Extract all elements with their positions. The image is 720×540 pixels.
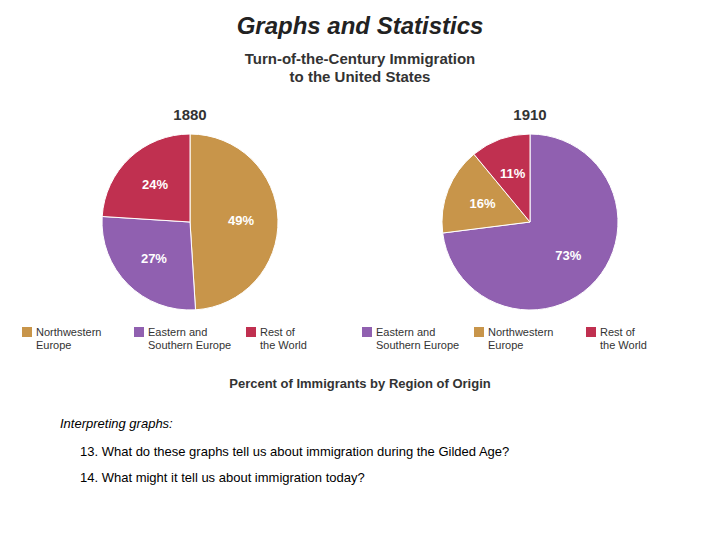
pie-slice [190,134,278,310]
text-line: Eastern and [148,326,207,338]
legend-entry: Rest ofthe World [600,326,647,351]
text-line: Europe [488,339,523,351]
pie-slice [443,134,618,310]
text-line: Europe [36,339,71,351]
data-label: 11% [500,166,526,181]
text-line: Northwestern [36,326,101,338]
pie-slice [102,134,190,222]
legend-entry: NorthwesternEurope [488,326,553,351]
text-line: to the United States [290,68,431,85]
pie-chart: 1880 49% 27% 24% NorthwesternEurope Eastern a… [22,106,307,351]
text-line: the World [260,339,307,351]
annotation: 13. What do these graphs tell us about i… [80,444,509,459]
chart-caption: Percent of Immigrants by Region of Origi… [229,376,491,391]
legend-entry: NorthwesternEurope [36,326,101,351]
text-line: Southern Europe [148,339,231,351]
legend: NorthwesternEurope Eastern andSouthern Eu… [22,326,307,351]
text-line: Eastern and [376,326,435,338]
legend-entry: Eastern andSouthern Europe [148,326,231,351]
data-label: 73% [555,248,581,263]
annotation: Interpreting graphs: [60,416,173,431]
text-line: Southern Europe [376,339,459,351]
data-label: 16% [470,196,496,211]
pie-slice [102,216,196,310]
pie-slices [102,134,278,310]
data-label: 49% [228,213,254,228]
page-title: Graphs and Statistics [237,12,484,39]
legend-swatch [586,327,596,337]
legend-entry: Rest ofthe World [260,326,307,351]
legend-swatch [22,327,32,337]
annotation: 14. What might it tell us about immigrat… [80,470,365,485]
legend-swatch [246,327,256,337]
data-labels: 73% 16% 11% [470,166,582,263]
text-line: the World [600,339,647,351]
legend: Eastern andSouthern Europe NorthwesternEu… [362,326,647,351]
pie-chart: 1910 73% 16% 11% Eastern andSouthern Europe N… [362,106,647,351]
text-line: Northwestern [488,326,553,338]
data-labels: 49% 27% 24% [141,177,255,265]
legend-entry: Eastern andSouthern Europe [376,326,459,351]
pie-slices [442,134,618,310]
data-label: 24% [142,177,168,192]
chart-heading: Turn-of-the-Century Immigrationto the Un… [245,50,476,85]
legend-swatch [362,327,372,337]
chart-canvas: Graphs and Statistics Turn-of-the-Century… [0,0,720,540]
pie-title: 1910 [513,106,546,123]
pie-title: 1880 [173,106,206,123]
data-label: 27% [141,251,167,266]
text-line: Rest of [600,326,636,338]
text-line: Turn-of-the-Century Immigration [245,50,476,67]
legend-swatch [474,327,484,337]
text-line: Rest of [260,326,296,338]
legend-swatch [134,327,144,337]
